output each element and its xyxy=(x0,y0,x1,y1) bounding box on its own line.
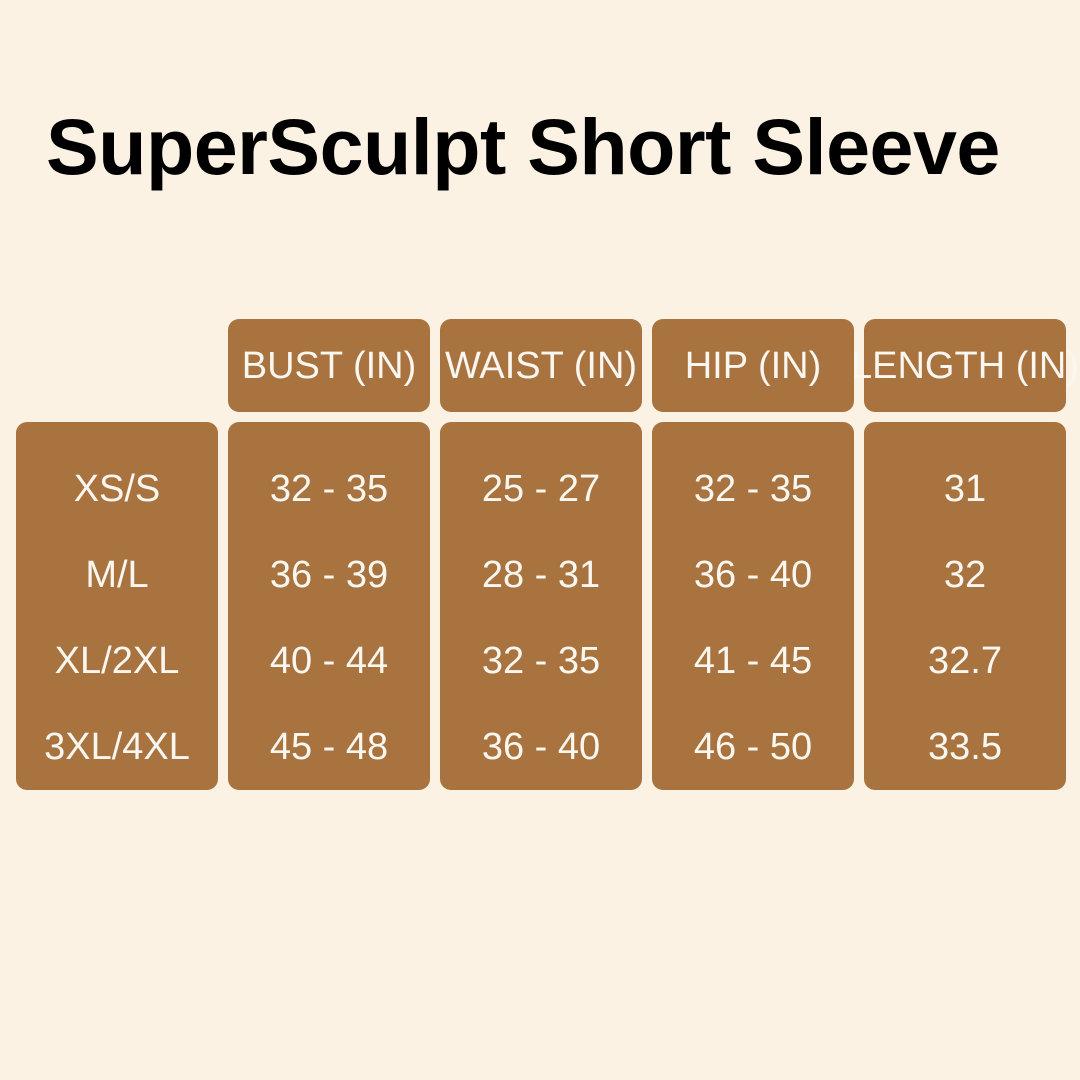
length-value: 31 xyxy=(943,468,987,510)
hip-value: 36 - 40 xyxy=(693,554,813,596)
header-cell-size-spacer xyxy=(16,319,218,412)
size-label: M/L xyxy=(85,554,149,596)
header-cell-waist: WAIST (IN) xyxy=(440,319,642,412)
size-label-column: XS/S M/L XL/2XL 3XL/4XL xyxy=(16,422,218,790)
size-chart-table: BUST (IN) WAIST (IN) HIP (IN) LENGTH (IN… xyxy=(16,319,1079,790)
header-cell-hip: HIP (IN) xyxy=(652,319,854,412)
size-label: 3XL/4XL xyxy=(44,726,190,768)
page-title: SuperSculpt Short Sleeve xyxy=(46,102,1000,191)
hip-value: 41 - 45 xyxy=(693,640,813,682)
length-column: 31 32 32.7 33.5 xyxy=(864,422,1066,790)
header-cell-length: LENGTH (IN) xyxy=(851,319,1079,412)
table-header-row: BUST (IN) WAIST (IN) HIP (IN) LENGTH (IN… xyxy=(16,319,1079,412)
waist-value: 25 - 27 xyxy=(481,468,601,510)
header-cell-bust: BUST (IN) xyxy=(228,319,430,412)
waist-value: 28 - 31 xyxy=(481,554,601,596)
bust-column: 32 - 35 36 - 39 40 - 44 45 - 48 xyxy=(228,422,430,790)
length-value: 32 xyxy=(943,554,987,596)
length-value: 33.5 xyxy=(928,726,1002,768)
size-label: XS/S xyxy=(73,468,161,510)
table-body-row: XS/S M/L XL/2XL 3XL/4XL 32 - 35 36 - 39 … xyxy=(16,422,1066,790)
hip-column: 32 - 35 36 - 40 41 - 45 46 - 50 xyxy=(652,422,854,790)
bust-value: 45 - 48 xyxy=(269,726,389,768)
size-label: XL/2XL xyxy=(54,640,180,682)
waist-value: 32 - 35 xyxy=(481,640,601,682)
length-value: 32.7 xyxy=(928,640,1002,682)
waist-column: 25 - 27 28 - 31 32 - 35 36 - 40 xyxy=(440,422,642,790)
hip-value: 32 - 35 xyxy=(693,468,813,510)
bust-value: 36 - 39 xyxy=(269,554,389,596)
hip-value: 46 - 50 xyxy=(693,726,813,768)
waist-value: 36 - 40 xyxy=(481,726,601,768)
bust-value: 32 - 35 xyxy=(269,468,389,510)
bust-value: 40 - 44 xyxy=(269,640,389,682)
